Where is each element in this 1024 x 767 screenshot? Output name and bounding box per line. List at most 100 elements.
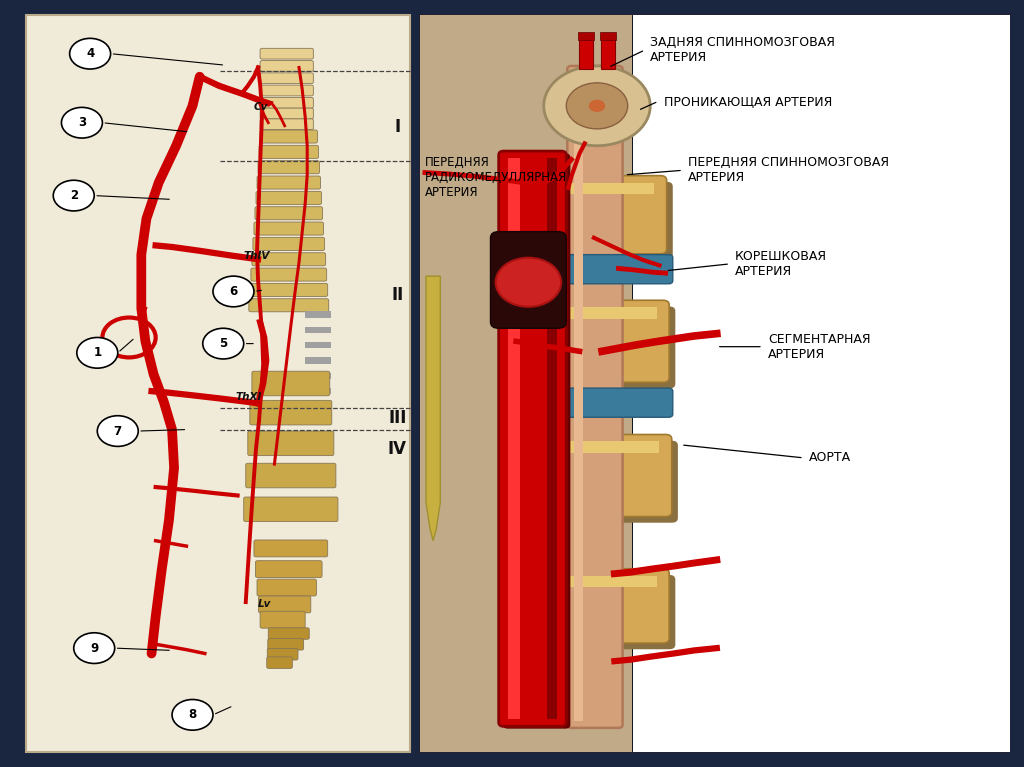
FancyBboxPatch shape xyxy=(539,569,670,643)
Circle shape xyxy=(213,276,254,307)
Text: 6: 6 xyxy=(229,285,238,298)
FancyBboxPatch shape xyxy=(260,97,313,108)
Bar xyxy=(305,357,331,364)
Text: IV: IV xyxy=(388,439,407,458)
Circle shape xyxy=(70,38,111,69)
FancyBboxPatch shape xyxy=(256,561,322,578)
Text: 3: 3 xyxy=(78,117,86,129)
FancyBboxPatch shape xyxy=(255,207,323,219)
FancyBboxPatch shape xyxy=(254,540,328,557)
Bar xyxy=(547,158,557,719)
FancyBboxPatch shape xyxy=(267,649,298,660)
Bar xyxy=(305,327,331,333)
FancyBboxPatch shape xyxy=(253,238,325,251)
Circle shape xyxy=(74,633,115,663)
Text: 7: 7 xyxy=(114,425,122,437)
Bar xyxy=(551,307,657,319)
Text: ПЕРЕДНЯЯ СПИННОМОЗГОВАЯ
АРТЕРИЯ: ПЕРЕДНЯЯ СПИННОМОЗГОВАЯ АРТЕРИЯ xyxy=(688,156,889,184)
FancyBboxPatch shape xyxy=(260,48,313,59)
Text: ПЕРЕДНЯЯ
РАДИКОМЕДУЛЛЯРНАЯ
АРТЕРИЯ: ПЕРЕДНЯЯ РАДИКОМЕДУЛЛЯРНАЯ АРТЕРИЯ xyxy=(425,156,567,199)
FancyBboxPatch shape xyxy=(257,176,321,189)
FancyBboxPatch shape xyxy=(490,232,566,328)
FancyBboxPatch shape xyxy=(260,61,313,71)
FancyBboxPatch shape xyxy=(260,130,317,143)
Text: III: III xyxy=(388,409,407,427)
FancyBboxPatch shape xyxy=(536,255,673,284)
Text: Lv: Lv xyxy=(258,599,271,610)
Text: 4: 4 xyxy=(86,48,94,60)
FancyBboxPatch shape xyxy=(268,638,303,650)
Bar xyxy=(305,373,331,379)
FancyBboxPatch shape xyxy=(258,596,311,613)
FancyBboxPatch shape xyxy=(503,153,570,729)
FancyBboxPatch shape xyxy=(250,284,328,297)
Circle shape xyxy=(496,258,561,307)
FancyBboxPatch shape xyxy=(536,388,673,417)
Text: Cv: Cv xyxy=(254,102,268,113)
FancyBboxPatch shape xyxy=(260,119,313,130)
FancyBboxPatch shape xyxy=(260,611,305,628)
Circle shape xyxy=(589,100,605,112)
Circle shape xyxy=(77,337,118,368)
FancyBboxPatch shape xyxy=(567,66,623,728)
FancyBboxPatch shape xyxy=(250,400,332,425)
Circle shape xyxy=(53,180,94,211)
FancyBboxPatch shape xyxy=(545,306,676,388)
FancyBboxPatch shape xyxy=(257,579,316,596)
Bar xyxy=(578,32,594,40)
Polygon shape xyxy=(426,276,440,541)
Bar xyxy=(305,311,331,318)
Text: ThXI: ThXI xyxy=(236,391,262,402)
FancyBboxPatch shape xyxy=(260,108,313,119)
Bar xyxy=(600,32,616,40)
Bar xyxy=(574,73,583,721)
FancyBboxPatch shape xyxy=(252,253,326,266)
FancyBboxPatch shape xyxy=(545,575,676,649)
FancyBboxPatch shape xyxy=(252,371,330,396)
FancyBboxPatch shape xyxy=(244,497,338,522)
Bar xyxy=(549,442,659,453)
Bar xyxy=(305,342,331,348)
FancyBboxPatch shape xyxy=(539,300,670,382)
Text: II: II xyxy=(391,286,403,304)
Text: 2: 2 xyxy=(70,189,78,202)
FancyBboxPatch shape xyxy=(266,657,293,668)
Text: 1: 1 xyxy=(93,347,101,359)
FancyBboxPatch shape xyxy=(537,434,672,517)
FancyBboxPatch shape xyxy=(259,146,318,159)
Circle shape xyxy=(97,416,138,446)
FancyBboxPatch shape xyxy=(246,463,336,488)
Bar xyxy=(554,183,654,194)
Bar xyxy=(508,158,520,719)
FancyBboxPatch shape xyxy=(268,627,309,640)
FancyBboxPatch shape xyxy=(26,15,410,752)
FancyBboxPatch shape xyxy=(248,431,334,456)
FancyBboxPatch shape xyxy=(542,176,667,254)
Bar xyxy=(420,15,1009,752)
Bar xyxy=(601,38,615,69)
Bar xyxy=(579,38,593,69)
FancyBboxPatch shape xyxy=(251,268,327,281)
Text: 9: 9 xyxy=(90,642,98,654)
Text: СЕГМЕНТАРНАЯ
АРТЕРИЯ: СЕГМЕНТАРНАЯ АРТЕРИЯ xyxy=(768,333,870,360)
FancyBboxPatch shape xyxy=(249,298,329,311)
Text: ПРОНИКАЮЩАЯ АРТЕРИЯ: ПРОНИКАЮЩАЯ АРТЕРИЯ xyxy=(664,95,831,107)
Text: АОРТА: АОРТА xyxy=(809,452,851,464)
Bar xyxy=(633,15,1010,752)
Text: 5: 5 xyxy=(219,337,227,350)
FancyBboxPatch shape xyxy=(548,182,673,260)
Text: ThIV: ThIV xyxy=(244,251,270,262)
FancyBboxPatch shape xyxy=(260,73,313,84)
Text: КОРЕШКОВАЯ
АРТЕРИЯ: КОРЕШКОВАЯ АРТЕРИЯ xyxy=(735,250,827,278)
Circle shape xyxy=(61,107,102,138)
FancyBboxPatch shape xyxy=(258,161,319,174)
FancyBboxPatch shape xyxy=(256,191,322,204)
FancyBboxPatch shape xyxy=(260,85,313,96)
Bar xyxy=(420,15,632,752)
Text: 8: 8 xyxy=(188,709,197,721)
Text: I: I xyxy=(394,117,400,136)
Circle shape xyxy=(203,328,244,359)
Bar xyxy=(551,575,657,588)
Circle shape xyxy=(566,83,628,129)
Text: ЗАДНЯЯ СПИННОМОЗГОВАЯ
АРТЕРИЯ: ЗАДНЯЯ СПИННОМОЗГОВАЯ АРТЕРИЯ xyxy=(650,36,836,64)
